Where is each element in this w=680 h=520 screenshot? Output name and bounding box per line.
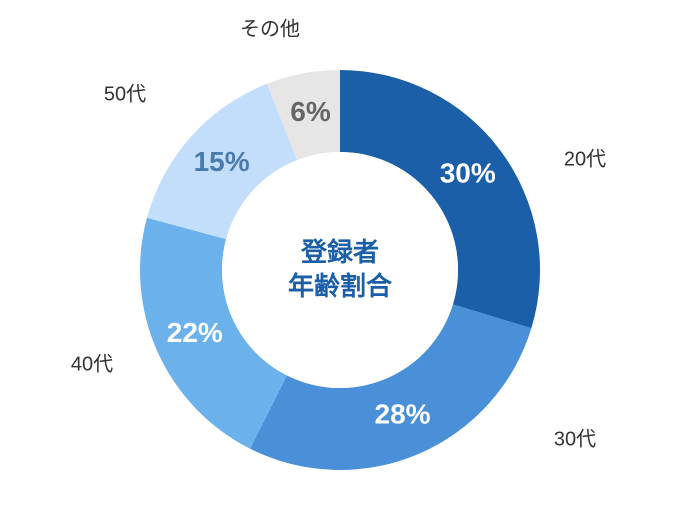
slice-label-2: 40代 (71, 352, 113, 375)
center-title-line1: 登録者 (300, 237, 379, 267)
donut-svg: 30% 20代 28% 30代 22% 40代 15% 50代 6% その他登録者年齢割合 (0, 0, 680, 520)
slice-label-3: 50代 (104, 82, 146, 105)
center-title-line2: 年齢割合 (288, 271, 393, 301)
donut-chart: 30% 20代 28% 30代 22% 40代 15% 50代 6% その他登録者年齢割合 (0, 0, 680, 520)
slice-label-0: 20代 (564, 147, 606, 170)
slice-pct-3: 15% (194, 146, 250, 177)
slice-pct-4: 6% (290, 96, 331, 127)
slice-label-1: 30代 (554, 427, 596, 450)
slice-pct-0: 30% (440, 158, 496, 189)
slice-pct-2: 22% (167, 317, 223, 348)
slice-pct-1: 28% (375, 399, 431, 430)
slice-label-4: その他 (240, 17, 300, 40)
